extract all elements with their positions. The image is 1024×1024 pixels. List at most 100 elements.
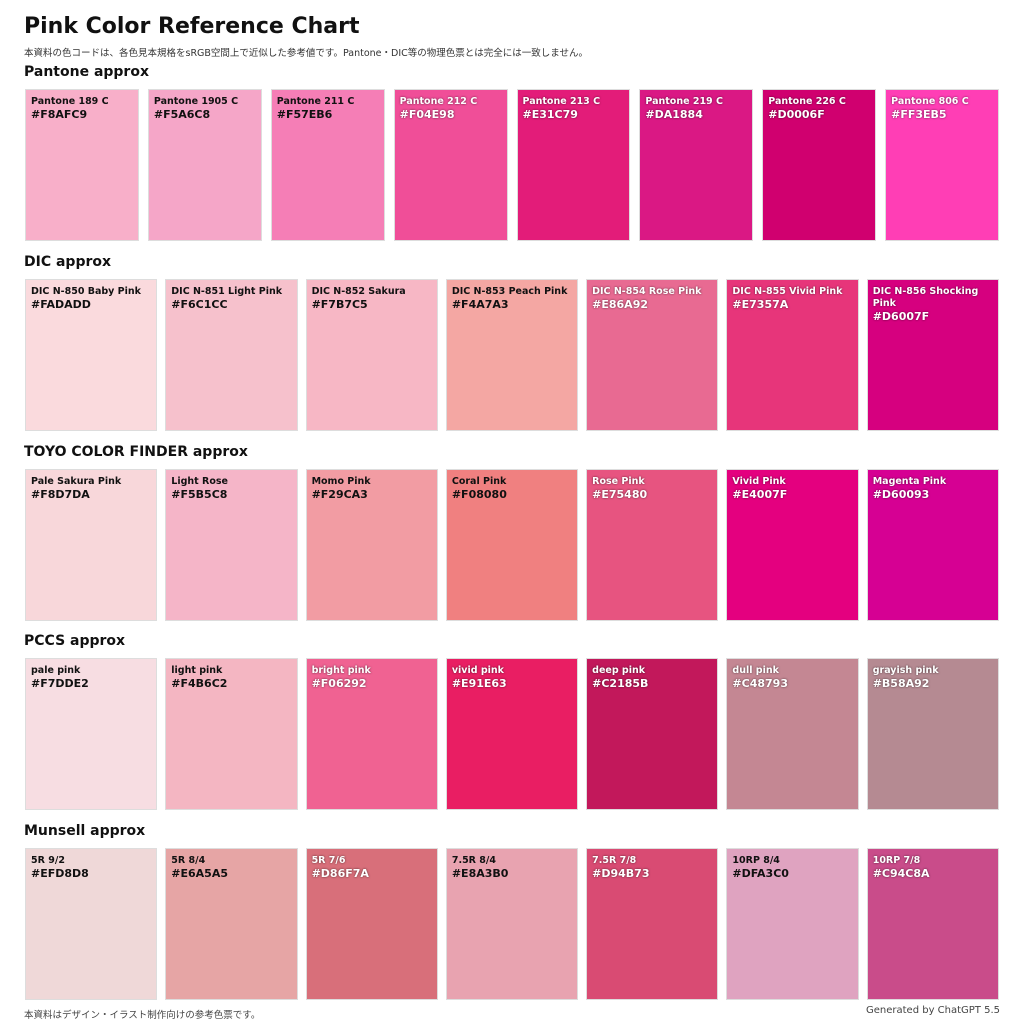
swatch-hex: #D86F7A [311,867,369,881]
swatch-hex: #D6007F [872,309,930,323]
swatch-name: DIC N-850 Baby Pink [31,285,141,297]
title: Pink Color Reference Chart [24,14,360,39]
swatch-label: 5R 8/4 #E6A5A5 [171,855,292,880]
swatch-hex: #FADADD [31,297,91,311]
swatch-label: Light Rose #F5B5C8 [171,476,292,501]
swatch-label: DIC N-853 Peach Pink #F4A7A3 [452,286,573,311]
swatch: dull pink #C48793 [726,658,859,811]
swatch-hex: #F6C1CC [171,297,228,311]
section-title: PCCS approx [24,633,126,650]
swatch: Pantone 189 C #F8AFC9 [25,89,139,241]
swatch: Pantone 806 C #FF3EB5 [885,89,999,241]
swatch-name: Vivid Pink [732,475,786,487]
swatch-name: 5R 7/6 [311,855,346,867]
swatch-label: 5R 7/6 #D86F7A [312,855,433,880]
swatch-label: Coral Pink #F08080 [452,476,573,501]
section-title: DIC approx [24,253,112,270]
swatch-hex: #F7B7C5 [311,297,368,311]
swatch-label: vivid pink #E91E63 [452,665,573,690]
subtitle: 本資料の色コードは、各色見本規格をsRGB空間上で近似した参考値です。Panto… [24,48,588,59]
swatch: 7.5R 8/4 #E8A3B0 [445,848,579,1001]
swatch-name: Pale Sakura Pink [31,475,122,487]
swatch-name: vivid pink [451,665,504,677]
swatch-label: 7.5R 7/8 #D94B73 [592,855,713,880]
swatch-hex: #D60093 [872,487,930,501]
section-title: Pantone approx [24,64,149,80]
swatch-hex: #B58A92 [872,677,930,691]
swatch-label: Pantone 226 C #D0006F [768,96,871,121]
swatch-label: Pantone 806 C #FF3EB5 [891,96,994,121]
swatch: Pantone 212 C #F04E98 [393,89,508,241]
swatch-name: Pantone 189 C [31,96,109,107]
swatch-hex: #E8A3B0 [451,867,509,881]
swatch-hex: #E91E63 [451,677,507,691]
section-title: Munsell approx [24,823,146,840]
swatch: Pale Sakura Pink #F8D7DA [25,468,158,621]
swatch-label: Pantone 1905 C #F5A6C8 [154,96,257,121]
swatch-hex: #F04E98 [399,108,455,121]
swatch-name: Pantone 1905 C [153,96,239,107]
footer-credit: Generated by ChatGPT 5.5 [865,1005,1000,1016]
swatch-label: DIC N-854 Rose Pink #E86A92 [592,286,713,311]
swatch: Magenta Pink #D60093 [866,468,999,621]
swatch-name: deep pink [592,665,646,677]
swatch-name: dull pink [732,665,779,677]
swatch-label: Pale Sakura Pink #F8D7DA [31,476,152,501]
swatch-hex: #DFA3C0 [732,867,789,881]
swatch-hex: #E31C79 [522,108,578,121]
swatch: Pantone 211 C #F57EB6 [270,89,385,241]
swatch-hex: #E7357A [732,297,789,311]
swatch-label: grayish pink #B58A92 [873,665,994,690]
swatch-name: Pantone 806 C [891,96,969,107]
swatch-hex: #D94B73 [592,867,650,881]
swatch-label: Pantone 211 C #F57EB6 [277,96,380,121]
swatch: DIC N-855 Vivid Pink #E7357A [726,278,859,431]
swatch: DIC N-852 Sakura #F7B7C5 [305,278,438,431]
swatch: bright pink #F06292 [305,658,438,811]
swatch-hex: #F8D7DA [31,487,90,501]
swatch-name: DIC N-855 Vivid Pink [732,285,843,297]
swatch: pale pink #F7DDE2 [25,658,158,811]
swatch-name: Coral Pink [451,475,507,487]
swatch-label: dull pink #C48793 [732,665,853,690]
swatch-label: Pantone 213 C #E31C79 [523,96,626,121]
swatch-name: Pantone 226 C [768,96,846,107]
swatch: 5R 9/2 #EFD8D8 [25,848,158,1001]
swatch-name: Pantone 219 C [645,96,723,107]
swatch-hex: #F5B5C8 [171,487,228,501]
swatch-label: DIC N-851 Light Pink #F6C1CC [171,286,292,311]
swatch-hex: #F29CA3 [311,487,368,501]
swatch-hex: #FF3EB5 [891,108,947,121]
swatch-hex: #F5A6C8 [153,108,211,121]
swatch-label: Magenta Pink #D60093 [873,476,994,501]
swatch-hex: #E75480 [592,487,648,501]
swatch: Vivid Pink #E4007F [726,468,859,621]
swatch-hex: #EFD8D8 [31,867,89,881]
swatch-name: 10RP 8/4 [732,855,780,867]
swatch-name: pale pink [31,665,81,677]
swatch-label: 7.5R 8/4 #E8A3B0 [452,855,573,880]
footer-note: 本資料はデザイン・イラスト制作向けの参考色票です。 [24,1010,261,1021]
swatch-hex: #D0006F [768,108,825,121]
swatch-name: DIC N-853 Peach Pink [451,285,568,297]
swatch: 5R 7/6 #D86F7A [305,848,438,1001]
swatch-name: DIC N-854 Rose Pink [592,285,702,297]
swatch: grayish pink #B58A92 [866,658,999,811]
swatch-label: deep pink #C2185B [592,665,713,690]
swatch-name: Pantone 212 C [399,96,478,107]
swatch: Rose Pink #E75480 [586,468,719,621]
swatch-name: grayish pink [872,665,939,677]
swatch-name: Pantone 213 C [522,96,601,107]
swatch-name: light pink [171,665,223,677]
swatch-name: 5R 8/4 [171,855,206,867]
swatch: 7.5R 7/8 #D94B73 [586,848,719,1001]
swatch-hex: #F7DDE2 [31,677,89,691]
swatch-label: DIC N-850 Baby Pink #FADADD [31,286,152,311]
swatch: Pantone 219 C #DA1884 [639,89,754,241]
swatch: DIC N-851 Light Pink #F6C1CC [165,278,298,431]
swatch-name: Magenta Pink [872,475,947,487]
swatch-label: Momo Pink #F29CA3 [312,476,433,501]
swatch: light pink #F4B6C2 [165,658,298,811]
swatch: Momo Pink #F29CA3 [305,468,438,621]
